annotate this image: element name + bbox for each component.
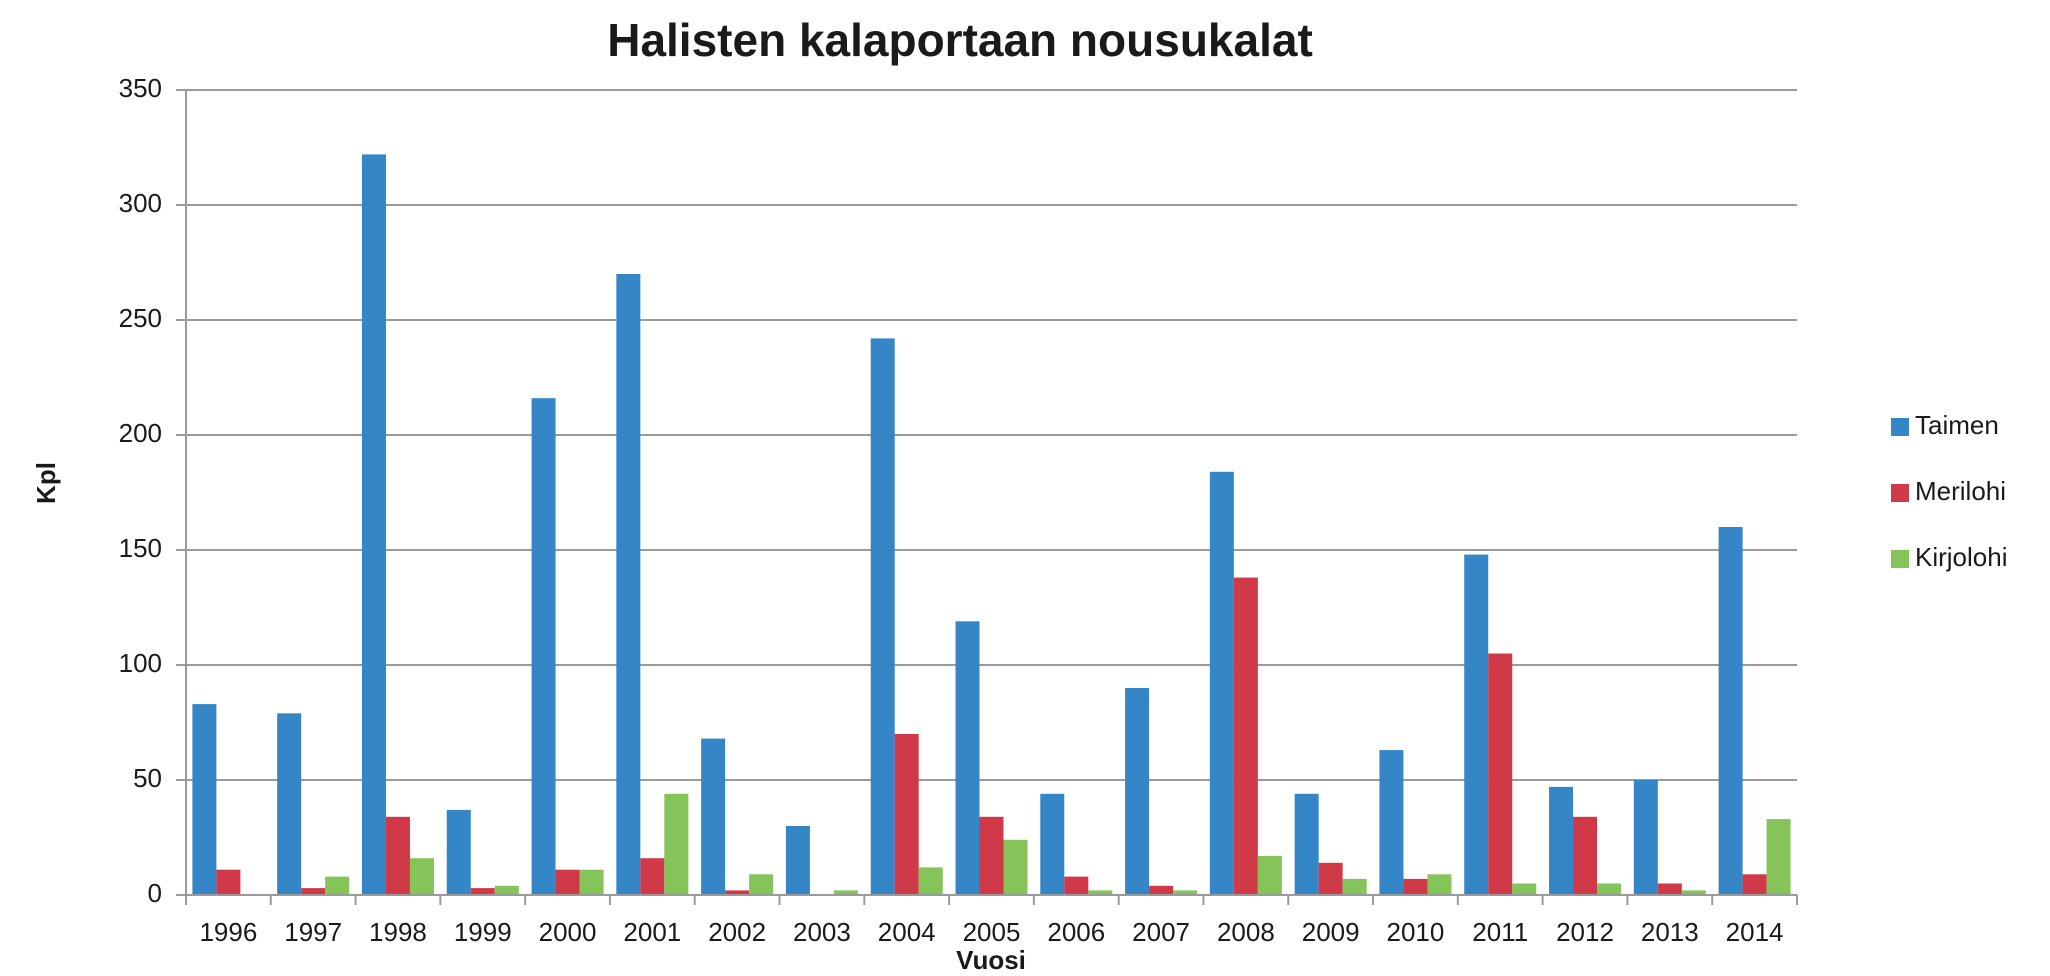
x-tick-label: 1996 — [199, 917, 257, 947]
bar — [579, 869, 604, 895]
bar — [616, 274, 641, 895]
bar — [664, 793, 689, 895]
bar — [470, 888, 495, 895]
bar — [979, 816, 1004, 895]
bar — [1318, 862, 1343, 895]
y-tick-label: 150 — [119, 533, 162, 563]
bar — [1342, 878, 1367, 895]
bar — [1088, 890, 1113, 895]
legend-swatch — [1891, 418, 1909, 436]
bar — [277, 713, 302, 895]
bar — [1742, 874, 1767, 895]
bar — [1403, 878, 1428, 895]
x-tick-label: 1998 — [369, 917, 427, 947]
bar — [1597, 883, 1622, 895]
bar — [1149, 885, 1174, 895]
bar — [409, 858, 434, 895]
x-tick-label: 2003 — [793, 917, 851, 947]
legend-swatch — [1891, 550, 1909, 568]
x-tick-label: 2000 — [539, 917, 597, 947]
bar — [1633, 780, 1658, 895]
bar — [1125, 688, 1150, 895]
legend-label: Taimen — [1915, 410, 1999, 440]
x-tick-label: 2001 — [623, 917, 681, 947]
x-tick-label: 1997 — [284, 917, 342, 947]
bar — [1766, 819, 1791, 895]
x-tick-label: 2012 — [1556, 917, 1614, 947]
y-tick-label: 50 — [133, 763, 162, 793]
y-tick-label: 200 — [119, 418, 162, 448]
x-tick-label: 2009 — [1302, 917, 1360, 947]
bar — [1173, 890, 1198, 895]
bar — [894, 734, 919, 895]
y-tick-label: 250 — [119, 303, 162, 333]
bar — [494, 885, 519, 895]
bar — [1657, 883, 1682, 895]
bar — [1294, 793, 1319, 895]
bar — [833, 890, 858, 895]
y-tick-label: 350 — [119, 73, 162, 103]
x-tick-label: 1999 — [454, 917, 512, 947]
legend-label: Kirjolohi — [1915, 542, 2008, 572]
x-tick-label: 2002 — [708, 917, 766, 947]
bar — [749, 874, 774, 895]
bar — [555, 869, 580, 895]
bar — [1718, 527, 1743, 895]
x-tick-label: 2014 — [1726, 917, 1784, 947]
bar — [1681, 890, 1706, 895]
x-tick-label: 2010 — [1387, 917, 1445, 947]
bar — [1064, 876, 1089, 895]
bar — [1464, 554, 1489, 895]
bar — [1233, 577, 1258, 895]
bar — [361, 154, 386, 895]
x-tick-label: 2007 — [1132, 917, 1190, 947]
x-tick-label: 2011 — [1472, 917, 1528, 947]
bar — [870, 338, 895, 895]
bar — [385, 816, 410, 895]
bar — [1257, 855, 1282, 895]
x-tick-label: 2013 — [1641, 917, 1699, 947]
bar — [701, 738, 726, 895]
x-tick-label: 2008 — [1217, 917, 1275, 947]
x-tick-label: 2004 — [878, 917, 936, 947]
bar — [918, 867, 943, 895]
bar — [1209, 471, 1234, 895]
bar — [192, 704, 217, 895]
bar — [955, 621, 980, 895]
y-axis-title: Kpl — [31, 462, 61, 504]
bar — [1549, 786, 1574, 895]
x-tick-label: 2005 — [963, 917, 1021, 947]
x-tick-label: 2006 — [1047, 917, 1105, 947]
bar — [1573, 816, 1598, 895]
bar — [1488, 653, 1513, 895]
bar — [301, 888, 326, 895]
bar — [785, 826, 810, 895]
chart-title: Halisten kalaportaan nousukalat — [607, 14, 1313, 66]
bar — [1512, 883, 1537, 895]
legend-label: Merilohi — [1915, 476, 2006, 506]
y-tick-label: 0 — [148, 878, 162, 908]
bar — [531, 398, 556, 895]
bar — [325, 876, 350, 895]
y-tick-label: 300 — [119, 188, 162, 218]
bar — [725, 890, 750, 895]
bar — [216, 869, 241, 895]
legend-swatch — [1891, 484, 1909, 502]
y-tick-label: 100 — [119, 648, 162, 678]
bar — [1040, 793, 1065, 895]
bar — [1379, 750, 1404, 895]
x-axis-title: Vuosi — [956, 945, 1026, 975]
bar — [1003, 839, 1028, 895]
bar — [1427, 874, 1452, 895]
bar — [446, 809, 471, 895]
bar — [640, 858, 665, 895]
